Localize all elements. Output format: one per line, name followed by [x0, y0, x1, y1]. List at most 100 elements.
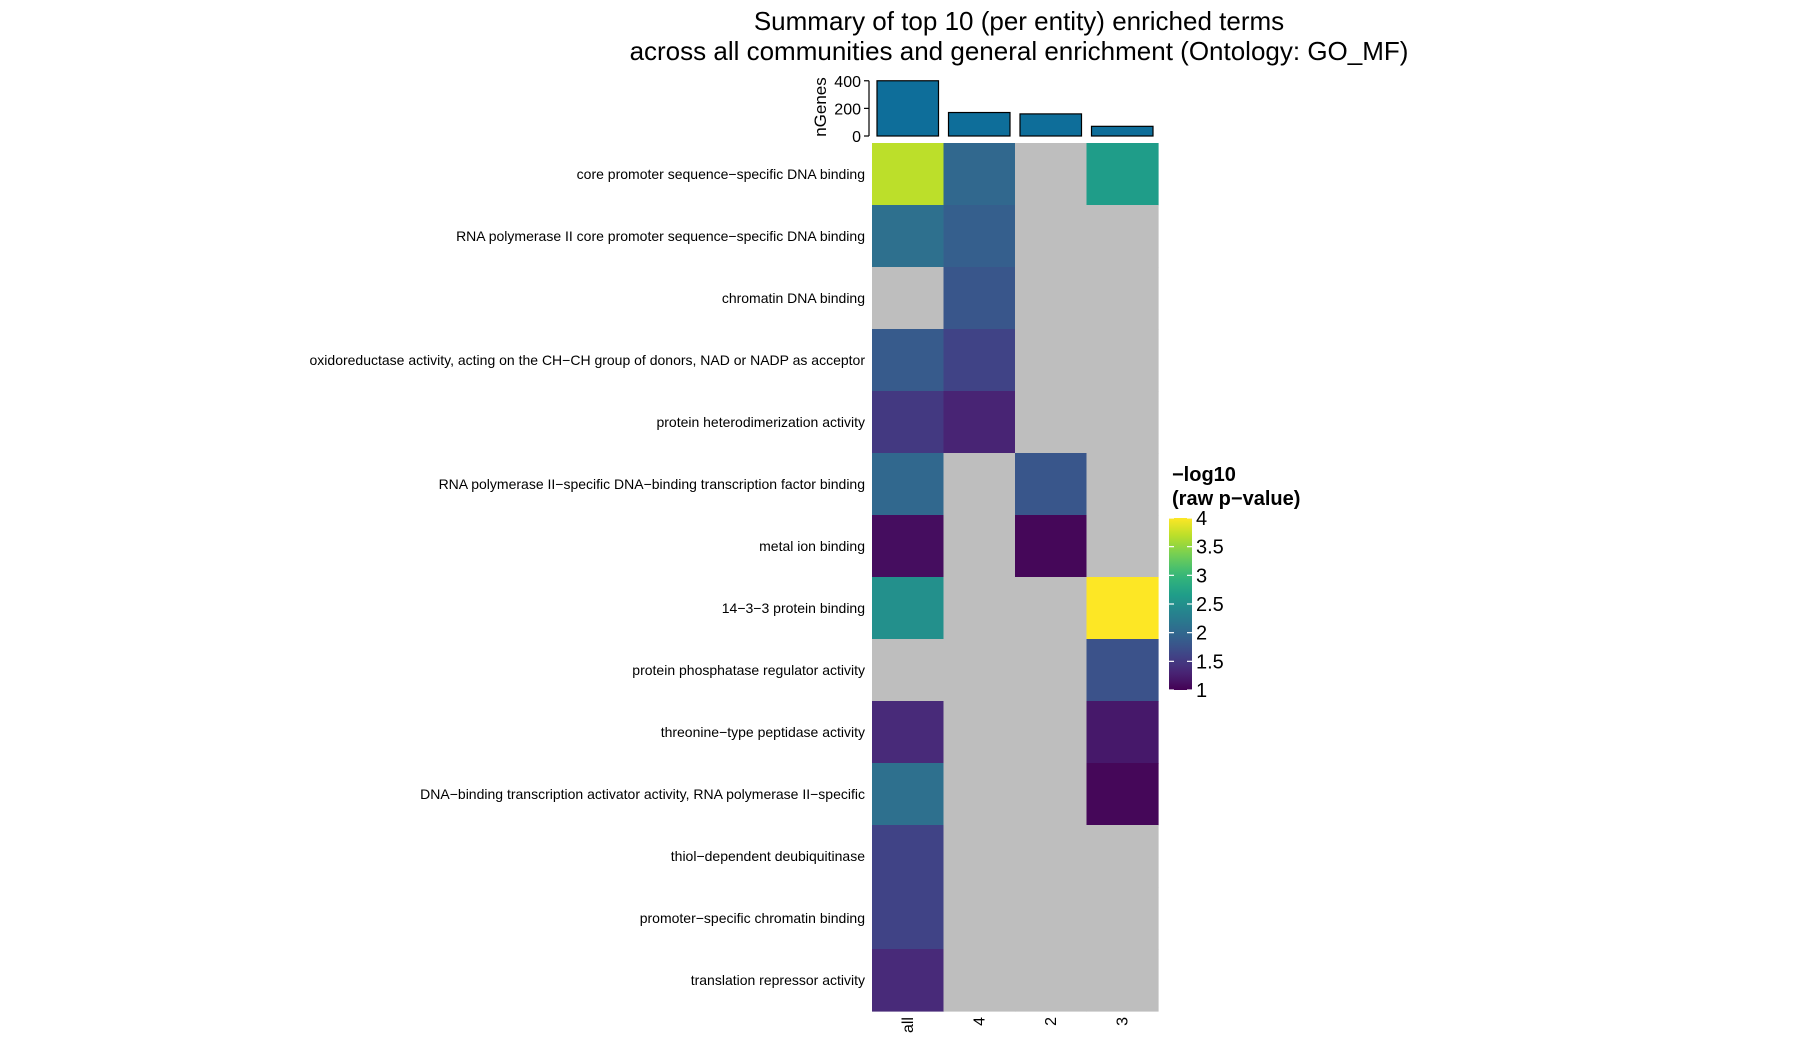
- heatmap-cell: [1086, 825, 1159, 888]
- legend-title-line2: (raw p−value): [1172, 488, 1300, 510]
- heatmap-cell: [872, 763, 945, 826]
- legend-title-line1: −log10: [1172, 464, 1236, 486]
- row-label: DNA−binding transcription activator acti…: [420, 786, 865, 802]
- heatmap-cell: [943, 143, 1016, 206]
- heatmap-cell: [943, 949, 1016, 1012]
- ngenes-tick-label: 400: [834, 74, 861, 91]
- legend-tick-label: 3.5: [1196, 537, 1224, 559]
- heatmap-cell: [943, 887, 1016, 950]
- column-label: 4: [971, 1017, 988, 1026]
- heatmap-cell: [1086, 329, 1159, 392]
- heatmap-cell: [1086, 515, 1159, 578]
- heatmap-cell: [1015, 453, 1088, 516]
- heatmap-cell: [1015, 267, 1088, 330]
- heatmap-cell: [1015, 949, 1088, 1012]
- heatmap-cell: [872, 639, 945, 702]
- heatmap-cell: [1086, 267, 1159, 330]
- row-label: protein phosphatase regulator activity: [632, 662, 865, 678]
- row-labels: core promoter sequence−specific DNA bind…: [310, 166, 866, 988]
- heatmap-cell: [1015, 701, 1088, 764]
- legend-tick-label: 3: [1196, 565, 1207, 587]
- legend-tick-label: 2: [1196, 623, 1207, 645]
- heatmap-cell: [872, 515, 945, 578]
- heatmap-cell: [943, 639, 1016, 702]
- legend-tick-label: 4: [1196, 508, 1207, 530]
- row-label: promoter−specific chromatin binding: [640, 910, 865, 926]
- heatmap-cell: [943, 701, 1016, 764]
- heatmap-cell: [1015, 763, 1088, 826]
- heatmap-cell: [1086, 205, 1159, 268]
- column-label: 3: [1114, 1017, 1131, 1026]
- heatmap-cell: [943, 453, 1016, 516]
- heatmap-grid: [872, 143, 1159, 1012]
- row-label: thiol−dependent deubiquitinase: [671, 848, 865, 864]
- ngenes-bar: [947, 111, 1011, 137]
- heatmap-cell: [1086, 391, 1159, 454]
- legend-tick-label: 1.5: [1196, 651, 1224, 673]
- ngenes-tick-label: 0: [852, 129, 861, 146]
- heatmap-cell: [1015, 391, 1088, 454]
- column-label: 2: [1043, 1017, 1060, 1026]
- legend-tick-label: 1: [1196, 680, 1207, 702]
- ngenes-bar: [1019, 113, 1083, 137]
- heatmap-cell: [872, 267, 945, 330]
- heatmap-cell: [1015, 825, 1088, 888]
- row-label: threonine−type peptidase activity: [661, 724, 865, 740]
- heatmap-cell: [872, 143, 945, 206]
- heatmap-cell: [1086, 577, 1159, 640]
- heatmap-cell: [1015, 515, 1088, 578]
- heatmap-cell: [872, 391, 945, 454]
- column-labels: all 4 2 3: [900, 1017, 1132, 1033]
- heatmap-cell: [872, 453, 945, 516]
- ngenes-axis-title: nGenes: [811, 77, 830, 137]
- row-label: RNA polymerase II core promoter sequence…: [456, 228, 865, 244]
- heatmap-cell: [1086, 763, 1159, 826]
- chart-title: Summary of top 10 (per entity) enriched …: [754, 6, 1284, 36]
- row-label: metal ion binding: [759, 538, 865, 554]
- heatmap-cell: [1015, 639, 1088, 702]
- heatmap-cell: [943, 577, 1016, 640]
- row-label: oxidoreductase activity, acting on the C…: [310, 352, 866, 368]
- row-label: chromatin DNA binding: [722, 290, 865, 306]
- heatmap-cell: [943, 825, 1016, 888]
- heatmap-cell: [872, 329, 945, 392]
- heatmap-cell: [1015, 143, 1088, 206]
- heatmap-cell: [1086, 701, 1159, 764]
- heatmap-cell: [1015, 205, 1088, 268]
- heatmap-cell: [872, 887, 945, 950]
- heatmap-cell: [872, 949, 945, 1012]
- heatmap-cell: [1086, 143, 1159, 206]
- row-label: core promoter sequence−specific DNA bind…: [577, 166, 865, 182]
- heatmap-cell: [943, 205, 1016, 268]
- chart-subtitle: across all communities and general enric…: [630, 36, 1409, 66]
- ngenes-bar: [1090, 125, 1154, 137]
- heatmap-cell: [1086, 887, 1159, 950]
- heatmap-cell: [1015, 887, 1088, 950]
- heatmap-cell: [872, 577, 945, 640]
- heatmap-cell: [1086, 949, 1159, 1012]
- heatmap-cell: [943, 267, 1016, 330]
- heatmap-cell: [872, 825, 945, 888]
- row-label: translation repressor activity: [691, 972, 865, 988]
- column-label: all: [900, 1017, 917, 1033]
- row-label: 14−3−3 protein binding: [722, 600, 865, 616]
- heatmap-cell: [943, 391, 1016, 454]
- legend-colorbar: [1169, 518, 1192, 690]
- ngenes-bar: [876, 80, 940, 137]
- heatmap-cell: [1015, 577, 1088, 640]
- ngenes-tick-label: 200: [834, 101, 861, 118]
- heatmap-cell: [872, 701, 945, 764]
- heatmap-cell: [943, 763, 1016, 826]
- color-legend: −log10 (raw p−value) 1 1.5 2 2.5 3 3.5 4: [1169, 464, 1300, 702]
- row-label: RNA polymerase II−specific DNA−binding t…: [439, 476, 865, 492]
- legend-tick-label: 2.5: [1196, 594, 1224, 616]
- heatmap-cell: [1086, 639, 1159, 702]
- row-label: protein heterodimerization activity: [656, 414, 865, 430]
- heatmap-cell: [943, 515, 1016, 578]
- heatmap-cell: [1086, 453, 1159, 516]
- heatmap-cell: [943, 329, 1016, 392]
- heatmap-cell: [872, 205, 945, 268]
- heatmap-cell: [1015, 329, 1088, 392]
